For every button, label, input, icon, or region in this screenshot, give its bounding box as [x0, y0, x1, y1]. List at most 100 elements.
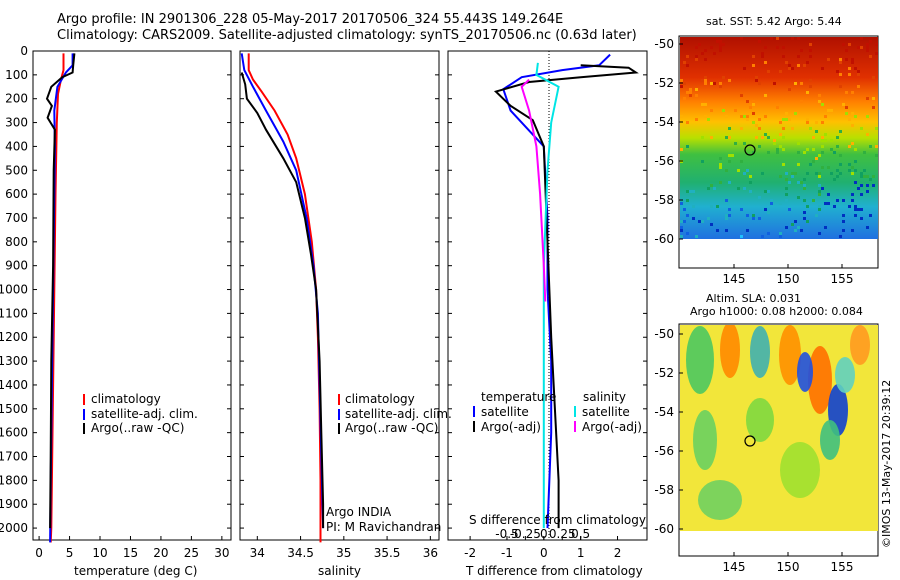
sst-pixel: [761, 52, 764, 55]
sst-pixel: [797, 64, 800, 67]
sst-pixel: [815, 172, 818, 175]
pi-annotation: PI: M Ravichandran: [326, 520, 441, 534]
sst-pixel: [782, 46, 785, 49]
sst-pixel: [863, 151, 866, 154]
sst-pixel: [827, 193, 830, 196]
x-tick-label: -0.25: [510, 527, 541, 541]
sst-pixel: [818, 190, 821, 193]
sst-pixel: [872, 106, 875, 109]
sst-pixel: [860, 217, 863, 220]
depth-tick-label: 100: [5, 68, 28, 82]
sst-pixel: [722, 43, 725, 46]
sst-pixel: [749, 175, 752, 178]
depth-tick-label: 1500: [0, 402, 28, 416]
sst-pixel: [839, 235, 842, 238]
x-tick-label: 0: [540, 546, 548, 560]
sst-pixel: [701, 103, 704, 106]
sla-map-title-line2: Argo h1000: 0.08 h2000: 0.084: [690, 305, 863, 318]
sst-pixel: [851, 91, 854, 94]
sst-pixel: [749, 106, 752, 109]
sst-pixel: [848, 163, 851, 166]
sst-pixel: [686, 199, 689, 202]
sst-pixel: [740, 127, 743, 130]
sst-pixel: [764, 208, 767, 211]
sst-pixel: [788, 88, 791, 91]
sst-pixel: [869, 145, 872, 148]
x-tick-label: 30: [214, 546, 229, 560]
sst-pixel: [866, 133, 869, 136]
sst-pixel: [860, 127, 863, 130]
sst-pixel: [734, 109, 737, 112]
lat-tick-label: -54: [654, 115, 674, 129]
sst-pixel: [728, 160, 731, 163]
sst-pixel: [680, 235, 683, 238]
sst-pixel: [719, 157, 722, 160]
depth-tick-label: 1000: [0, 283, 28, 297]
sst-pixel: [728, 154, 731, 157]
sst-pixel: [680, 220, 683, 223]
sst-pixel: [848, 205, 851, 208]
sst-pixel: [839, 130, 842, 133]
sst-pixel: [866, 190, 869, 193]
sst-pixel: [818, 193, 821, 196]
depth-tick-label: 1700: [0, 450, 28, 464]
series-line-argo-raw-qc-: [45, 53, 76, 529]
sst-pixel: [743, 172, 746, 175]
sst-pixel: [818, 175, 821, 178]
sst-pixel: [722, 76, 725, 79]
sst-pixel: [854, 160, 857, 163]
sst-pixel: [779, 232, 782, 235]
sst-pixel: [845, 49, 848, 52]
sla-map-title-line1: Altim. SLA: 0.031: [706, 292, 801, 305]
sst-pixel: [797, 55, 800, 58]
sst-pixel: [875, 52, 878, 55]
legend-label-climatology: climatology: [91, 392, 161, 406]
sst-pixel: [791, 175, 794, 178]
depth-tick-label: 1100: [0, 306, 28, 320]
sst-pixel: [689, 88, 692, 91]
sst-pixel: [821, 151, 824, 154]
x-tick-label: -1: [501, 546, 513, 560]
sst-pixel: [818, 154, 821, 157]
sst-pixel: [872, 76, 875, 79]
sst-pixel: [704, 82, 707, 85]
sst-pixel: [686, 190, 689, 193]
sst-pixel: [851, 61, 854, 64]
sst-pixel: [764, 115, 767, 118]
sst-pixel: [701, 52, 704, 55]
sst-pixel: [836, 70, 839, 73]
sst-pixel: [782, 118, 785, 121]
sst-pixel: [686, 145, 689, 148]
sst-pixel: [746, 118, 749, 121]
sst-pixel: [845, 106, 848, 109]
sst-pixel: [851, 142, 854, 145]
depth-tick-label: 900: [5, 259, 28, 273]
sst-pixel: [875, 127, 878, 130]
sst-pixel: [803, 64, 806, 67]
sst-pixel: [833, 178, 836, 181]
depth-tick-label: 300: [5, 116, 28, 130]
sst-pixel: [845, 58, 848, 61]
sst-pixel: [758, 127, 761, 130]
sst-pixel: [728, 214, 731, 217]
sst-pixel: [707, 187, 710, 190]
sst-pixel: [755, 76, 758, 79]
series-line-temperature-satellite: [502, 53, 611, 529]
sst-pixel: [854, 169, 857, 172]
x-tick-label: 34: [250, 546, 265, 560]
sst-pixel: [839, 73, 842, 76]
sst-pixel: [830, 139, 833, 142]
legend-label-s-satellite: satellite: [582, 405, 630, 419]
sst-pixel: [707, 118, 710, 121]
depth-tick-label: 1200: [0, 330, 28, 344]
sla-anomaly-blob: [808, 346, 832, 414]
sst-pixel: [752, 217, 755, 220]
sst-pixel: [695, 55, 698, 58]
sst-pixel: [836, 136, 839, 139]
x-tick-label: 34.5: [287, 546, 314, 560]
sst-pixel: [875, 145, 878, 148]
sst-pixel: [689, 91, 692, 94]
sst-pixel: [806, 61, 809, 64]
sst-pixel: [818, 208, 821, 211]
figure-title-line2: Climatology: CARS2009. Satellite-adjuste…: [57, 28, 637, 43]
